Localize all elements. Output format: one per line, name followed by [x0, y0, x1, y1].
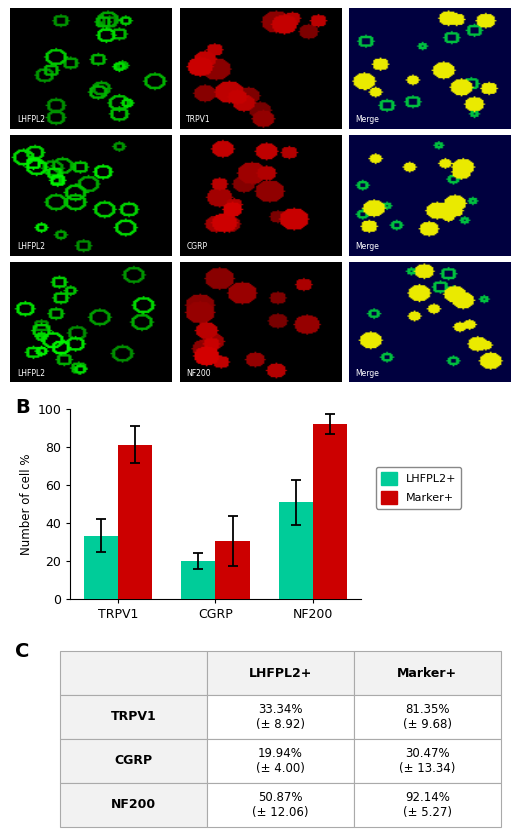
Legend: LHFPL2+, Marker+: LHFPL2+, Marker+ — [376, 467, 461, 508]
Text: LHFPL2: LHFPL2 — [17, 115, 45, 124]
Text: CGRP: CGRP — [187, 242, 207, 251]
Text: Merge: Merge — [356, 242, 380, 251]
Text: B: B — [16, 398, 30, 417]
Text: A: A — [16, 16, 31, 35]
Text: TRPV1: TRPV1 — [187, 115, 211, 124]
Text: Merge: Merge — [356, 368, 380, 378]
Text: LHFPL2: LHFPL2 — [17, 368, 45, 378]
Text: C: C — [16, 642, 30, 660]
Text: LHFPL2: LHFPL2 — [17, 242, 45, 251]
Text: NF200: NF200 — [187, 368, 211, 378]
Text: Merge: Merge — [356, 115, 380, 124]
